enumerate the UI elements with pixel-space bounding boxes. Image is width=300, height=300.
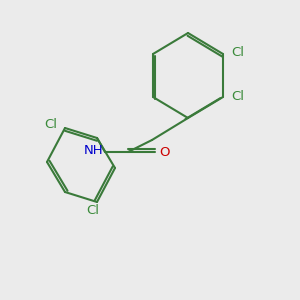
Text: Cl: Cl (231, 46, 244, 59)
Text: Cl: Cl (44, 118, 57, 130)
Text: O: O (159, 146, 169, 158)
Text: Cl: Cl (86, 203, 100, 217)
Text: Cl: Cl (231, 91, 244, 103)
Text: NH: NH (83, 143, 103, 157)
